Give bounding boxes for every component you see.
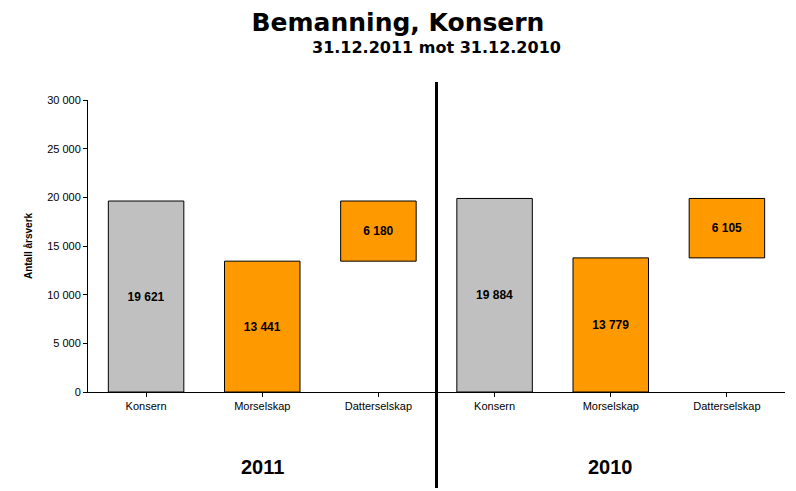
svg-text:2011: 2011: [241, 456, 284, 478]
svg-text:Morselskap: Morselskap: [234, 400, 290, 412]
svg-text:0: 0: [75, 386, 81, 398]
svg-text:13 779: 13 779: [592, 318, 629, 332]
svg-text:19 884: 19 884: [476, 288, 513, 302]
svg-text:Konsern: Konsern: [126, 400, 167, 412]
svg-text:6 105: 6 105: [712, 221, 742, 235]
svg-text:Morselskap: Morselskap: [583, 400, 639, 412]
svg-text:Datterselskap: Datterselskap: [345, 400, 412, 412]
svg-text:13 441: 13 441: [244, 320, 281, 334]
svg-text:19 621: 19 621: [128, 290, 165, 304]
svg-text:10 000: 10 000: [47, 289, 81, 301]
svg-text:20 000: 20 000: [47, 191, 81, 203]
svg-text:31.12.2011 mot 31.12.2010: 31.12.2011 mot 31.12.2010: [312, 38, 561, 57]
svg-text:6 180: 6 180: [363, 224, 393, 238]
svg-text:5 000: 5 000: [53, 337, 81, 349]
svg-text:Antall årsverk: Antall årsverk: [23, 212, 34, 279]
svg-text:25 000: 25 000: [47, 143, 81, 155]
svg-text:Konsern: Konsern: [474, 400, 515, 412]
svg-text:Datterselskap: Datterselskap: [693, 400, 760, 412]
svg-text:2010: 2010: [588, 456, 633, 478]
svg-text:15 000: 15 000: [47, 240, 81, 252]
svg-text:Bemanning, Konsern: Bemanning, Konsern: [252, 8, 545, 37]
svg-text:30 000: 30 000: [47, 94, 81, 106]
